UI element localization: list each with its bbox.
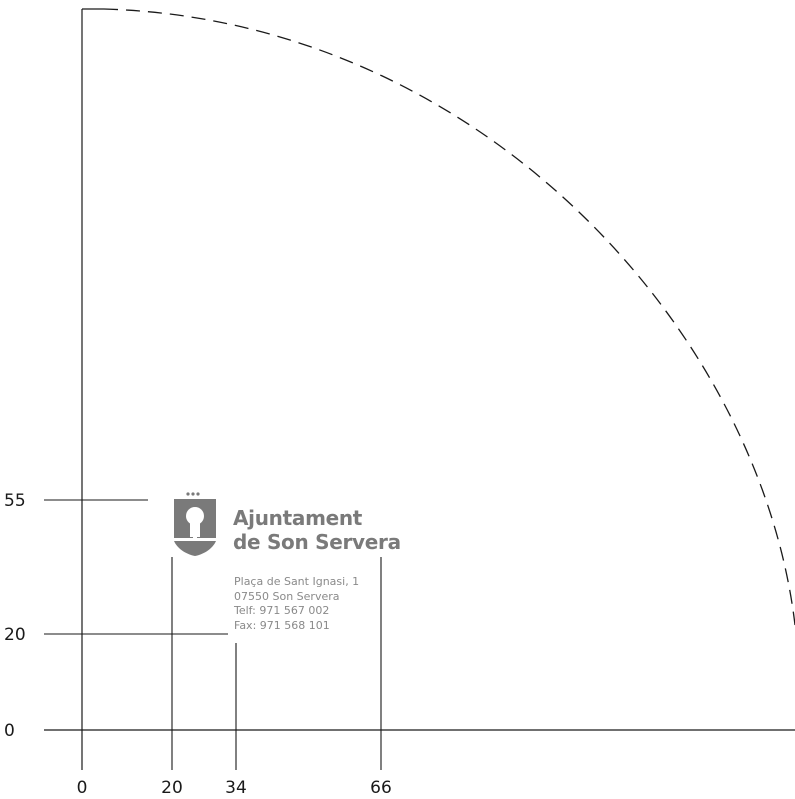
x-tick-label-0: 0 (77, 778, 88, 798)
x-tick-label-34: 34 (225, 778, 247, 798)
organization-name-line1: Ajuntament (233, 506, 363, 530)
shield-logo-icon (174, 492, 216, 556)
address-line: Plaça de Sant Ignasi, 1 (234, 575, 360, 588)
y-tick-label-0: 0 (4, 721, 15, 741)
address-line: 07550 Son Servera (234, 589, 340, 603)
x-tick-label-20: 20 (161, 778, 183, 798)
x-tick-label-66: 66 (370, 778, 392, 798)
phone-line: Telf: 971 567 002 (234, 604, 330, 617)
y-tick-label-20: 20 (4, 625, 26, 645)
address-block: Plaça de Sant Ignasi, 1 07550 Son Server… (234, 575, 359, 633)
organization-name-line2: de Son Servera (233, 530, 401, 554)
fax-line: Fax: 971 568 101 (234, 618, 330, 632)
dashed-arc (103, 8, 795, 626)
organization-name: Ajuntament de Son Servera (233, 506, 401, 554)
y-tick-label-55: 55 (4, 491, 26, 511)
